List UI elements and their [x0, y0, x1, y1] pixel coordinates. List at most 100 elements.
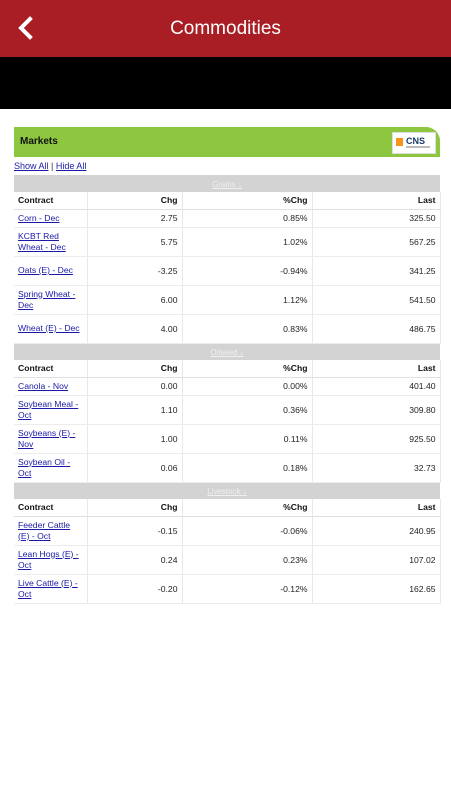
markets-widget: Markets CNS Show All | Hide All Grains ↓… — [14, 127, 441, 604]
chg-cell: 0.06 — [87, 453, 183, 483]
back-button[interactable] — [14, 14, 40, 44]
contract-link[interactable]: KCBT Red Wheat - Dec — [18, 230, 66, 252]
contract-cell: KCBT Red Wheat - Dec — [14, 227, 88, 257]
contract-link[interactable]: Corn - Dec — [18, 212, 60, 223]
pct-chg-cell: -0.12% — [182, 574, 313, 604]
contract-cell: Feeder Cattle (E) - Oct — [14, 516, 88, 546]
section-toggle-link[interactable]: Oilseed ↓ — [210, 347, 244, 357]
contract-link[interactable]: Soybean Meal - Oct — [18, 398, 79, 420]
cns-logo-underline — [406, 146, 430, 148]
chg-cell: 0.24 — [87, 545, 183, 575]
section-toggle-link[interactable]: Grains ↓ — [212, 179, 242, 189]
markets-header-bar: Markets CNS — [14, 127, 440, 157]
pct-chg-cell: 0.85% — [182, 209, 313, 228]
show-all-link[interactable]: Show All — [14, 161, 49, 171]
table-row: Lean Hogs (E) - Oct 0.24 0.23% 107.02 — [14, 545, 441, 575]
last-cell: 325.50 — [312, 209, 441, 228]
column-header-pct: %Chg — [182, 360, 313, 378]
column-header-last: Last — [312, 192, 441, 210]
links-separator: | — [51, 161, 54, 171]
column-header-row: Contract Chg %Chg Last — [14, 499, 441, 517]
pct-chg-cell: 0.83% — [182, 314, 313, 344]
banner-area — [0, 57, 451, 109]
table-row: Oats (E) - Dec -3.25 -0.94% 341.25 — [14, 256, 441, 286]
section-row: Livestock ↓ — [14, 482, 441, 499]
pct-chg-cell: 0.00% — [182, 377, 313, 396]
column-header-row: Contract Chg %Chg Last — [14, 360, 441, 378]
app-header: Commodities — [0, 0, 451, 57]
pct-chg-cell: 1.12% — [182, 285, 313, 315]
contract-link[interactable]: Lean Hogs (E) - Oct — [18, 548, 79, 570]
hide-all-link[interactable]: Hide All — [55, 161, 87, 171]
table-row: Soybean Oil - Oct 0.06 0.18% 32.73 — [14, 453, 441, 483]
section-row: Grains ↓ — [14, 175, 441, 192]
pct-chg-cell: -0.94% — [182, 256, 313, 286]
contract-cell: Soybean Oil - Oct — [14, 453, 88, 483]
chg-cell: -0.15 — [87, 516, 183, 546]
table-row: Spring Wheat - Dec 6.00 1.12% 541.50 — [14, 285, 441, 315]
cns-logo-text: CNS — [406, 136, 426, 146]
contract-link[interactable]: Spring Wheat - Dec — [18, 288, 76, 310]
chg-cell: 4.00 — [87, 314, 183, 344]
chg-cell: 6.00 — [87, 285, 183, 315]
contract-link[interactable]: Feeder Cattle (E) - Oct — [18, 519, 71, 541]
last-cell: 567.25 — [312, 227, 441, 257]
contract-cell: Corn - Dec — [14, 209, 88, 228]
contract-cell: Wheat (E) - Dec — [14, 314, 88, 344]
pct-chg-cell: 0.23% — [182, 545, 313, 575]
chg-cell: -3.25 — [87, 256, 183, 286]
page-title: Commodities — [170, 18, 281, 39]
column-header-last: Last — [312, 360, 441, 378]
last-cell: 32.73 — [312, 453, 441, 483]
cns-logo: CNS — [392, 132, 436, 154]
table-row: KCBT Red Wheat - Dec 5.75 1.02% 567.25 — [14, 227, 441, 257]
column-header-row: Contract Chg %Chg Last — [14, 192, 441, 210]
contract-cell: Spring Wheat - Dec — [14, 285, 88, 315]
pct-chg-cell: 0.36% — [182, 395, 313, 425]
contract-link[interactable]: Soybean Oil - Oct — [18, 456, 71, 478]
pct-chg-cell: 1.02% — [182, 227, 313, 257]
chg-cell: -0.20 — [87, 574, 183, 604]
column-header-chg: Chg — [87, 499, 183, 517]
contract-cell: Live Cattle (E) - Oct — [14, 574, 88, 604]
column-header-contract: Contract — [14, 499, 88, 517]
contract-link[interactable]: Canola - Nov — [18, 380, 69, 391]
contract-cell: Soybeans (E) - Nov — [14, 424, 88, 454]
table-row: Canola - Nov 0.00 0.00% 401.40 — [14, 377, 441, 396]
last-cell: 162.65 — [312, 574, 441, 604]
contract-cell: Oats (E) - Dec — [14, 256, 88, 286]
section-toggle-link[interactable]: Livestock ↓ — [207, 486, 247, 496]
last-cell: 541.50 — [312, 285, 441, 315]
pct-chg-cell: 0.18% — [182, 453, 313, 483]
chg-cell: 1.10 — [87, 395, 183, 425]
section-row: Oilseed ↓ — [14, 343, 441, 360]
contract-cell: Canola - Nov — [14, 377, 88, 396]
pct-chg-cell: 0.11% — [182, 424, 313, 454]
column-header-contract: Contract — [14, 192, 88, 210]
table-row: Feeder Cattle (E) - Oct -0.15 -0.06% 240.95 — [14, 516, 441, 546]
cns-logo-mark-icon — [396, 138, 403, 146]
table-row: Soybean Meal - Oct 1.10 0.36% 309.80 — [14, 395, 441, 425]
table-row: Corn - Dec 2.75 0.85% 325.50 — [14, 209, 441, 228]
last-cell: 925.50 — [312, 424, 441, 454]
column-header-pct: %Chg — [182, 192, 313, 210]
table-row: Live Cattle (E) - Oct -0.20 -0.12% 162.65 — [14, 574, 441, 604]
last-cell: 341.25 — [312, 256, 441, 286]
markets-title: Markets — [20, 136, 58, 147]
markets-table: Grains ↓ Contract Chg %Chg Last Corn - Dec 2.7… — [14, 175, 441, 604]
last-cell: 486.75 — [312, 314, 441, 344]
last-cell: 309.80 — [312, 395, 441, 425]
last-cell: 240.95 — [312, 516, 441, 546]
contract-link[interactable]: Live Cattle (E) - Oct — [18, 577, 78, 599]
last-cell: 401.40 — [312, 377, 441, 396]
table-row: Soybeans (E) - Nov 1.00 0.11% 925.50 — [14, 424, 441, 454]
contract-link[interactable]: Oats (E) - Dec — [18, 265, 73, 275]
contract-cell: Lean Hogs (E) - Oct — [14, 545, 88, 575]
contract-link[interactable]: Wheat (E) - Dec — [18, 323, 80, 333]
chg-cell: 2.75 — [87, 209, 183, 228]
contract-link[interactable]: Soybeans (E) - Nov — [18, 427, 76, 449]
column-header-chg: Chg — [87, 360, 183, 378]
chg-cell: 0.00 — [87, 377, 183, 396]
column-header-pct: %Chg — [182, 499, 313, 517]
column-header-chg: Chg — [87, 192, 183, 210]
